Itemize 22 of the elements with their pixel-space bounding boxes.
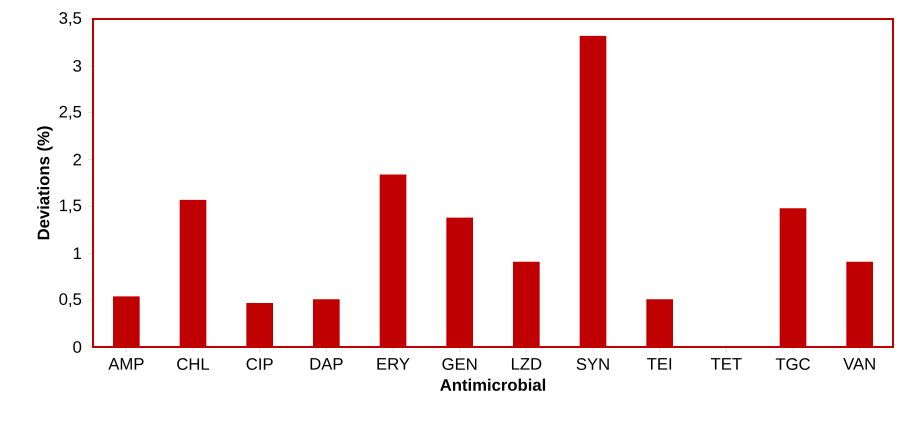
y-tick-label: 1,5 xyxy=(60,200,82,214)
x-tick-label: CIP xyxy=(246,358,273,370)
y-tick-label: 2 xyxy=(73,154,82,166)
y-axis-title: Deviations (%) xyxy=(37,126,53,240)
x-tick-label: VAN xyxy=(843,358,875,370)
x-tick-label: CHL xyxy=(177,358,210,370)
y-tick-label: 3,5 xyxy=(59,12,82,26)
x-axis-title: Antimicrobial xyxy=(440,378,546,391)
x-tick-label: TEI xyxy=(647,358,672,370)
x-tick-label: TGC xyxy=(776,358,810,370)
y-tick-label: 0,5 xyxy=(59,293,82,308)
x-tick-label: LZD xyxy=(512,358,542,370)
y-tick-label: 2,5 xyxy=(60,106,82,120)
x-tick-label: GEN xyxy=(442,358,476,370)
y-tick-label: 0 xyxy=(73,341,82,353)
x-tick-label: SYN xyxy=(576,358,609,370)
x-tick-label: AMP xyxy=(108,358,144,370)
x-tick-label: TET xyxy=(710,358,742,370)
y-tick-label: 3 xyxy=(73,60,82,72)
y-tick-label: 1 xyxy=(74,248,82,260)
x-tick-label: ERY xyxy=(377,358,410,370)
x-tick-label: DAP xyxy=(310,358,343,370)
